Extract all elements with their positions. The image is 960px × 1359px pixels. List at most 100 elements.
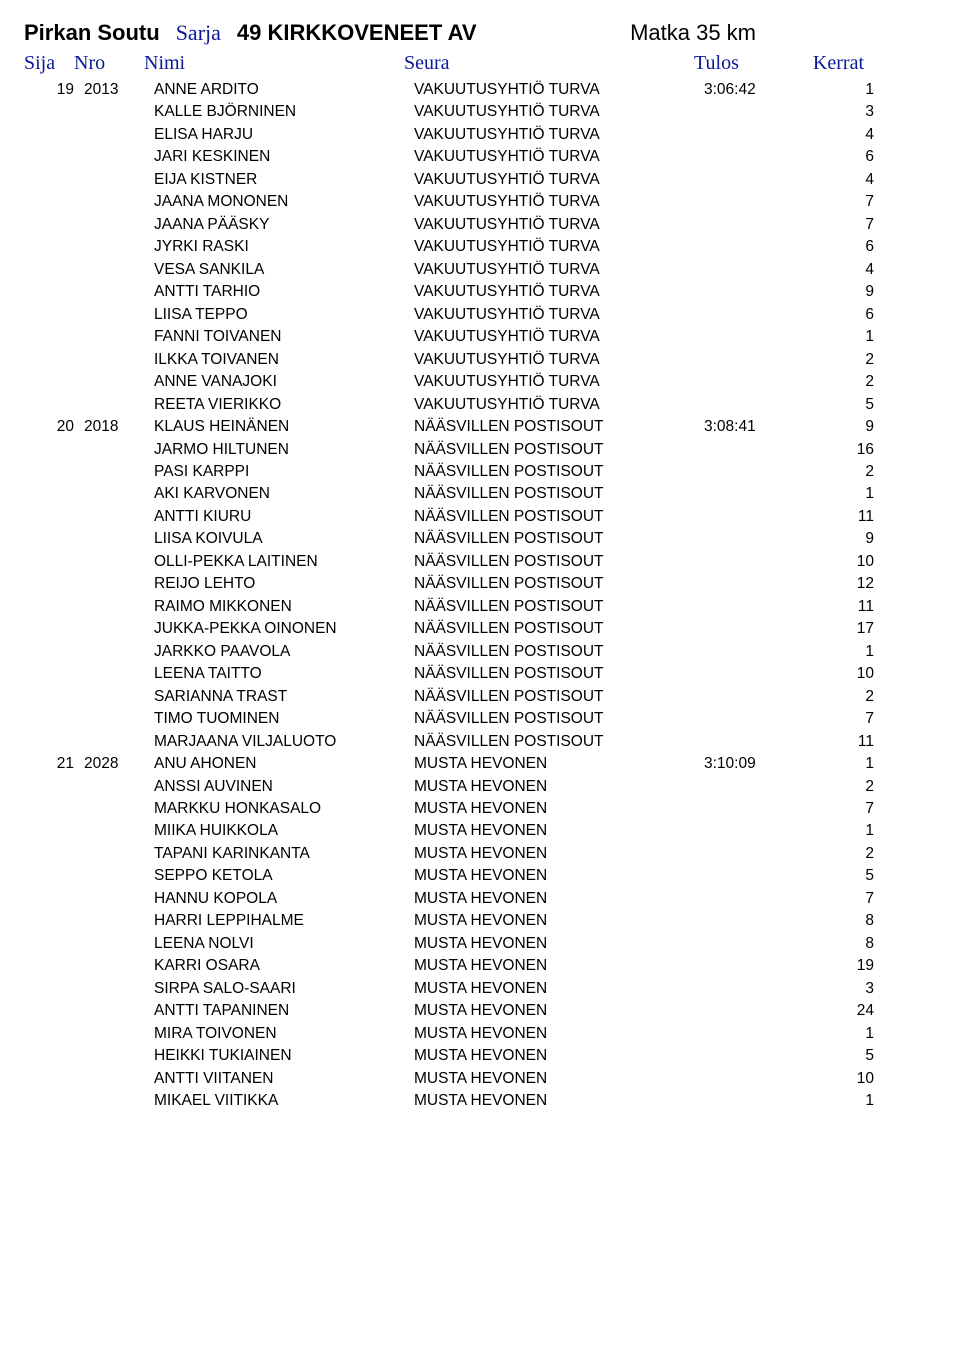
result-row: KALLE BJÖRNINENVAKUUTUSYHTIÖ TURVA3 <box>24 101 936 123</box>
cell-nimi: TAPANI KARINKANTA <box>154 843 414 865</box>
cell-nimi: JUKKA-PEKKA OINONEN <box>154 618 414 640</box>
cell-kerrat: 2 <box>804 349 874 371</box>
cell-nro <box>84 888 154 910</box>
cell-seura: VAKUUTUSYHTIÖ TURVA <box>414 169 704 191</box>
cell-sija: 21 <box>24 753 84 775</box>
cell-seura: NÄÄSVILLEN POSTISOUT <box>414 663 704 685</box>
cell-seura: MUSTA HEVONEN <box>414 978 704 1000</box>
cell-nimi: ANNE ARDITO <box>154 79 414 101</box>
result-row: ANTTI TAPANINENMUSTA HEVONEN24 <box>24 1000 936 1022</box>
cell-nro <box>84 101 154 123</box>
cell-nro <box>84 483 154 505</box>
cell-tulos <box>704 124 804 146</box>
cell-kerrat: 1 <box>804 820 874 842</box>
cell-sija <box>24 1023 84 1045</box>
cell-sija <box>24 439 84 461</box>
result-row: HANNU KOPOLAMUSTA HEVONEN7 <box>24 888 936 910</box>
cell-tulos <box>704 573 804 595</box>
cell-nro <box>84 776 154 798</box>
cell-sija <box>24 798 84 820</box>
cell-tulos <box>704 146 804 168</box>
result-row: PASI KARPPINÄÄSVILLEN POSTISOUT2 <box>24 461 936 483</box>
cell-kerrat: 4 <box>804 124 874 146</box>
cell-kerrat: 12 <box>804 573 874 595</box>
result-row: ANTTI KIURUNÄÄSVILLEN POSTISOUT11 <box>24 506 936 528</box>
results-list: 192013ANNE ARDITOVAKUUTUSYHTIÖ TURVA3:06… <box>24 79 936 1113</box>
cell-nimi: REETA VIERIKKO <box>154 394 414 416</box>
event-title: Pirkan Soutu <box>24 20 160 46</box>
cell-kerrat: 7 <box>804 708 874 730</box>
cell-tulos <box>704 910 804 932</box>
cell-nimi: MIRA TOIVONEN <box>154 1023 414 1045</box>
cell-kerrat: 17 <box>804 618 874 640</box>
cell-sija <box>24 506 84 528</box>
cell-seura: MUSTA HEVONEN <box>414 955 704 977</box>
cell-kerrat: 6 <box>804 236 874 258</box>
result-row: 192013ANNE ARDITOVAKUUTUSYHTIÖ TURVA3:06… <box>24 79 936 101</box>
cell-nro <box>84 641 154 663</box>
cell-sija <box>24 259 84 281</box>
cell-sija <box>24 618 84 640</box>
cell-nro <box>84 708 154 730</box>
result-row: JARMO HILTUNENNÄÄSVILLEN POSTISOUT16 <box>24 439 936 461</box>
cell-nro <box>84 169 154 191</box>
cell-kerrat: 1 <box>804 326 874 348</box>
cell-kerrat: 7 <box>804 798 874 820</box>
cell-nro <box>84 1090 154 1112</box>
result-row: LIISA KOIVULANÄÄSVILLEN POSTISOUT9 <box>24 528 936 550</box>
cell-tulos <box>704 483 804 505</box>
cell-seura: NÄÄSVILLEN POSTISOUT <box>414 641 704 663</box>
result-row: OLLI-PEKKA LAITINENNÄÄSVILLEN POSTISOUT1… <box>24 551 936 573</box>
cell-nimi: JAANA PÄÄSKY <box>154 214 414 236</box>
cell-nro <box>84 1000 154 1022</box>
cell-nro <box>84 910 154 932</box>
result-row: 202018KLAUS HEINÄNENNÄÄSVILLEN POSTISOUT… <box>24 416 936 438</box>
cell-seura: NÄÄSVILLEN POSTISOUT <box>414 461 704 483</box>
cell-seura: VAKUUTUSYHTIÖ TURVA <box>414 214 704 236</box>
cell-tulos <box>704 708 804 730</box>
cell-nro <box>84 596 154 618</box>
cell-nimi: JARI KESKINEN <box>154 146 414 168</box>
cell-kerrat: 11 <box>804 731 874 753</box>
cell-sija <box>24 843 84 865</box>
cell-sija <box>24 169 84 191</box>
result-row: SARIANNA TRASTNÄÄSVILLEN POSTISOUT2 <box>24 686 936 708</box>
cell-kerrat: 6 <box>804 304 874 326</box>
cell-nimi: ANNE VANAJOKI <box>154 371 414 393</box>
cell-tulos <box>704 214 804 236</box>
cell-sija <box>24 910 84 932</box>
cell-kerrat: 10 <box>804 663 874 685</box>
cell-tulos <box>704 663 804 685</box>
cell-tulos: 3:08:41 <box>704 416 804 438</box>
cell-seura: NÄÄSVILLEN POSTISOUT <box>414 416 704 438</box>
cell-seura: VAKUUTUSYHTIÖ TURVA <box>414 236 704 258</box>
cell-seura: MUSTA HEVONEN <box>414 1045 704 1067</box>
cell-seura: MUSTA HEVONEN <box>414 1023 704 1045</box>
cell-nimi: ILKKA TOIVANEN <box>154 349 414 371</box>
cell-kerrat: 11 <box>804 596 874 618</box>
cell-kerrat: 4 <box>804 169 874 191</box>
cell-kerrat: 2 <box>804 371 874 393</box>
cell-sija <box>24 461 84 483</box>
cell-nimi: FANNI TOIVANEN <box>154 326 414 348</box>
cell-nimi: MIIKA HUIKKOLA <box>154 820 414 842</box>
cell-nimi: MIKAEL VIITIKKA <box>154 1090 414 1112</box>
cell-nro <box>84 124 154 146</box>
cell-tulos <box>704 259 804 281</box>
cell-sija <box>24 214 84 236</box>
cell-nimi: ELISA HARJU <box>154 124 414 146</box>
cell-tulos <box>704 439 804 461</box>
cell-nimi: LEENA TAITTO <box>154 663 414 685</box>
result-row: ILKKA TOIVANENVAKUUTUSYHTIÖ TURVA2 <box>24 349 936 371</box>
result-row: ANTTI VIITANENMUSTA HEVONEN10 <box>24 1068 936 1090</box>
cell-nimi: LEENA NOLVI <box>154 933 414 955</box>
cell-kerrat: 2 <box>804 776 874 798</box>
result-row: JAANA PÄÄSKYVAKUUTUSYHTIÖ TURVA7 <box>24 214 936 236</box>
cell-tulos <box>704 798 804 820</box>
cell-sija <box>24 641 84 663</box>
cell-seura: NÄÄSVILLEN POSTISOUT <box>414 731 704 753</box>
cell-kerrat: 5 <box>804 865 874 887</box>
result-row: FANNI TOIVANENVAKUUTUSYHTIÖ TURVA1 <box>24 326 936 348</box>
cell-kerrat: 8 <box>804 933 874 955</box>
cell-sija <box>24 146 84 168</box>
